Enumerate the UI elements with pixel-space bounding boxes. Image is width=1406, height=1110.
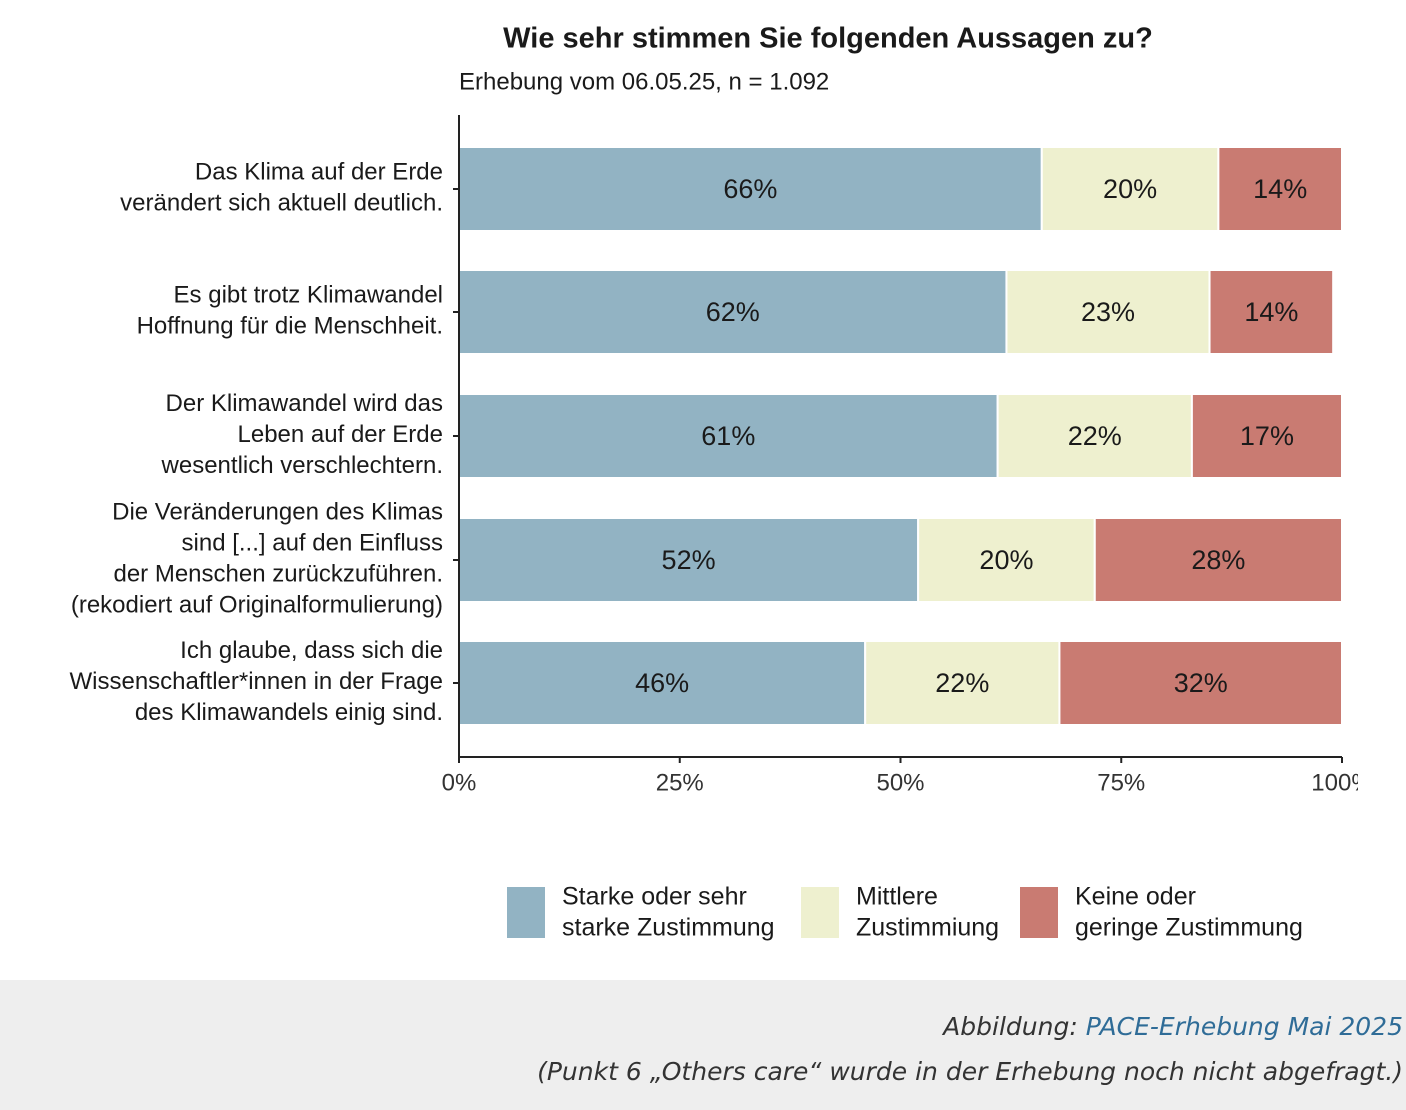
value-label: 22% — [935, 668, 989, 698]
value-label: 46% — [635, 668, 689, 698]
category-label: Das Klima auf der Erde verändert sich akt… — [120, 159, 443, 217]
category-label: Ich glaube, dass sich die Wissenschaftler… — [69, 637, 443, 726]
bar-segment — [458, 393, 999, 479]
chart-title: Wie sehr stimmen Sie folgenden Aussagen … — [503, 23, 1153, 55]
legend-swatch — [1020, 887, 1058, 938]
category-label: Es gibt trotz Klimawandel Hoffnung für di… — [137, 282, 443, 340]
value-label: 20% — [1103, 174, 1157, 204]
legend-label: Keine oder geringe Zustimmung — [1075, 882, 1303, 941]
x-tick-label: 50% — [876, 769, 924, 796]
x-tick-label: 25% — [656, 769, 704, 796]
value-label: 32% — [1174, 668, 1228, 698]
category-label: Die Veränderungen des Klimas sind [...] a… — [71, 499, 443, 619]
bar-segment — [1208, 269, 1335, 355]
caption: Abbildung: PACE-Erhebung Mai 2025 (Punkt… — [0, 980, 1406, 1110]
value-label: 23% — [1081, 297, 1135, 327]
bar-segment — [1217, 146, 1344, 232]
chart-subtitle: Erhebung vom 06.05.25, n = 1.092 — [459, 68, 829, 95]
bar-segment — [1190, 393, 1344, 479]
bar-segment — [1058, 640, 1343, 726]
value-label: 52% — [662, 545, 716, 575]
value-label: 20% — [979, 545, 1033, 575]
legend-swatch — [801, 887, 839, 938]
value-label: 14% — [1244, 297, 1298, 327]
value-label: 61% — [701, 421, 755, 451]
bar-segment — [458, 517, 920, 603]
bar-segment — [1040, 146, 1220, 232]
chart: Wie sehr stimmen Sie folgenden Aussagen … — [69, 23, 1358, 941]
value-label: 17% — [1240, 421, 1294, 451]
legend-label: Mittlere Zustimmiung — [856, 882, 999, 941]
bar-segment — [1093, 517, 1344, 603]
x-tick-label: 100% — [1311, 769, 1358, 796]
legend-label: Starke oder sehr starke Zustimmung — [562, 882, 775, 941]
category-label: Der Klimawandel wird das Leben auf der Er… — [161, 390, 443, 479]
legend-swatch — [507, 887, 545, 938]
caption-prefix: Abbildung: — [943, 1012, 1078, 1041]
bar-segment — [996, 393, 1193, 479]
caption-source: Abbildung: PACE-Erhebung Mai 2025 — [943, 1012, 1403, 1041]
x-tick-label: 75% — [1097, 769, 1145, 796]
caption-note: (Punkt 6 „Others care“ wurde in der Erhe… — [537, 1057, 1403, 1086]
value-label: 62% — [706, 297, 760, 327]
value-label: 14% — [1253, 174, 1307, 204]
value-label: 28% — [1191, 545, 1245, 575]
value-label: 66% — [723, 174, 777, 204]
value-label: 22% — [1068, 421, 1122, 451]
source-link[interactable]: PACE-Erhebung Mai 2025 — [1085, 1012, 1403, 1041]
bar-segment — [917, 517, 1096, 603]
x-tick-label: 0% — [442, 769, 477, 796]
